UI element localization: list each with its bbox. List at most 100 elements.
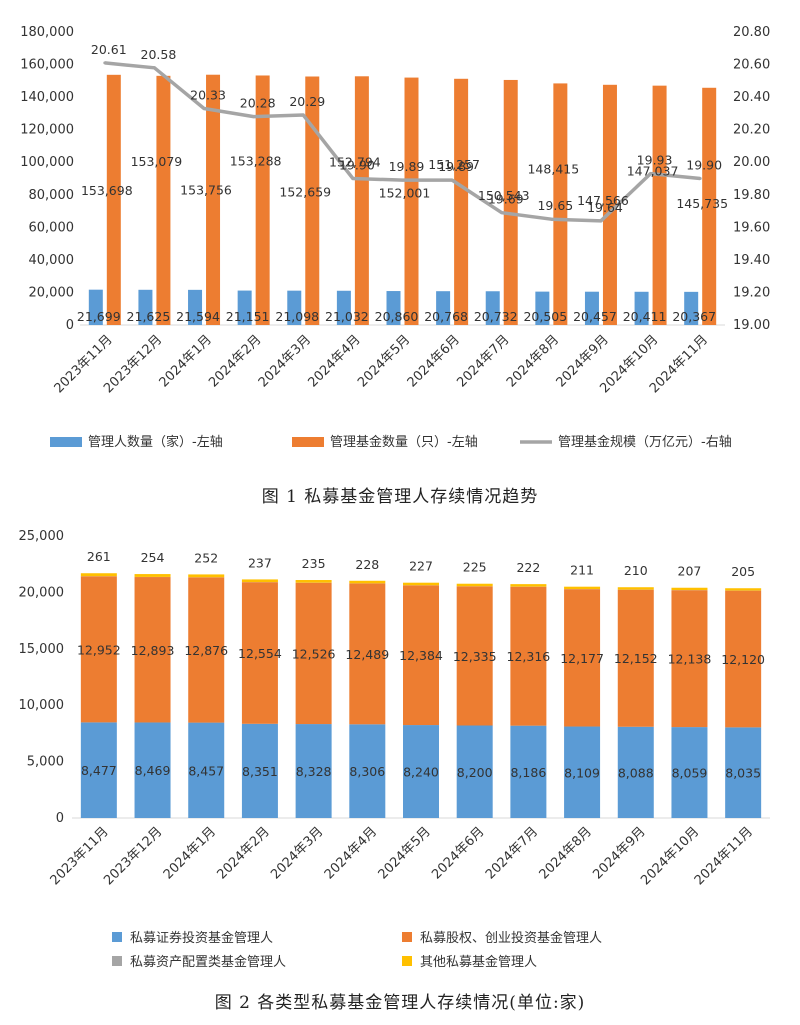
data-label-equity-vc: 12,526	[292, 646, 336, 661]
y-tick: 10,000	[19, 698, 65, 713]
data-label-fund-scale: 19.90	[339, 158, 375, 173]
data-label-fund-scale: 20.33	[190, 88, 226, 103]
data-label-managers: 20,367	[672, 309, 716, 324]
x-tick-label: 2024年5月	[355, 332, 413, 390]
data-label-equity-vc: 12,177	[560, 651, 604, 666]
chart-2: 0 5,000 10,000 15,000 20,000 25,000 8,477 12,95…	[19, 529, 770, 1013]
data-label-funds: 152,794	[329, 154, 381, 169]
data-label-other: 237	[248, 555, 272, 570]
data-label-funds: 152,001	[379, 186, 431, 201]
data-label-managers: 20,411	[623, 309, 667, 324]
x-tick-label: 2024年6月	[405, 332, 463, 390]
bar-segment-securities	[134, 722, 171, 818]
point-fund-scale	[698, 177, 702, 180]
bar-segment-equity-vc	[725, 590, 762, 728]
data-label-managers: 20,768	[424, 309, 468, 324]
bar-funds	[156, 75, 171, 325]
y-left-tick: 140,000	[20, 90, 74, 105]
bar-managers	[138, 289, 153, 325]
bar-segment-other	[725, 588, 762, 591]
y-right-tick: 20.40	[733, 90, 770, 105]
x-tick-label: 2024年3月	[256, 332, 314, 390]
data-label-managers: 21,151	[226, 309, 270, 324]
point-fund-scale	[152, 66, 156, 70]
x-tick-label: 2024年2月	[215, 824, 273, 882]
bar-funds	[553, 83, 568, 325]
data-label-managers: 20,732	[474, 309, 518, 324]
chart-1: 0 20,000 40,000 60,000 80,000 100,000 120,000 1…	[20, 25, 770, 507]
bar-funds	[206, 74, 221, 326]
x-tick-label: 2023年12月	[101, 824, 165, 888]
data-label-equity-vc: 12,384	[399, 648, 443, 663]
legend-swatch-securities	[112, 932, 122, 942]
legend-swatch-managers	[50, 437, 82, 447]
bar-managers	[584, 291, 599, 325]
bar-segment-equity-vc	[188, 577, 225, 723]
bar-segment-securities	[295, 724, 332, 818]
x-tick-label: 2024年4月	[322, 824, 380, 882]
x-tick-label: 2024年9月	[590, 824, 648, 882]
data-label-other: 261	[87, 549, 111, 564]
bar-segment-equity-vc	[349, 583, 386, 725]
bar-funds	[255, 75, 270, 325]
data-label-managers: 21,699	[77, 309, 121, 324]
bar-funds	[354, 76, 369, 325]
data-label-managers: 20,860	[375, 309, 419, 324]
bar-managers	[386, 291, 401, 325]
bar-segment-other	[80, 573, 117, 577]
bar-managers	[336, 290, 351, 325]
legend-swatch-other	[402, 956, 412, 966]
data-label-fund-scale: 20.58	[141, 47, 177, 62]
y-left-tick: 0	[66, 318, 74, 333]
bar-segment-equity-vc	[456, 586, 493, 726]
y-tick: 15,000	[19, 642, 65, 657]
bar-funds	[454, 78, 469, 325]
data-label-securities: 8,328	[296, 764, 332, 779]
data-label-fund-scale: 20.61	[91, 42, 127, 57]
bar-funds	[503, 79, 518, 325]
point-fund-scale	[351, 177, 355, 180]
data-label-fund-scale: 19.89	[389, 159, 425, 174]
bar-funds	[305, 76, 320, 326]
data-label-fund-scale: 19.93	[637, 153, 673, 168]
y-left-tick: 80,000	[29, 188, 75, 203]
data-label-equity-vc: 12,335	[453, 649, 497, 664]
data-label-managers: 21,098	[275, 309, 319, 324]
bar-segment-securities	[725, 727, 762, 818]
x-tick-label: 2024年3月	[268, 824, 326, 882]
bar-managers	[684, 291, 699, 325]
data-label-funds: 153,288	[230, 153, 282, 168]
bar-segment-equity-vc	[617, 589, 654, 727]
data-label-equity-vc: 12,554	[238, 646, 282, 661]
y-left-tick: 160,000	[20, 58, 74, 73]
data-label-equity-vc: 12,120	[721, 652, 765, 667]
data-label-managers: 21,594	[176, 309, 220, 324]
data-label-fund-scale: 20.29	[289, 94, 325, 109]
data-label-other: 235	[302, 556, 326, 571]
data-label-equity-vc: 12,316	[507, 649, 551, 664]
data-label-other: 252	[194, 550, 218, 565]
y-right-tick: 20.00	[733, 155, 770, 170]
point-fund-scale	[103, 61, 107, 65]
data-label-securities: 8,200	[457, 765, 493, 780]
y-right-tick: 19.80	[733, 188, 770, 203]
data-label-managers: 20,457	[573, 309, 617, 324]
data-label-other: 227	[409, 559, 433, 574]
legend-swatch-funds	[292, 437, 324, 447]
x-tick-label: 2024年2月	[206, 332, 264, 390]
point-fund-scale	[599, 219, 603, 223]
bar-segment-equity-vc	[241, 582, 278, 724]
point-fund-scale	[450, 178, 454, 182]
data-label-other: 211	[570, 563, 594, 578]
bar-segment-other	[295, 580, 332, 583]
bar-segment-securities	[671, 727, 708, 818]
data-label-managers: 21,032	[325, 309, 369, 324]
data-label-securities: 8,240	[403, 765, 439, 780]
data-label-securities: 8,035	[725, 766, 761, 781]
bar-segment-other	[403, 582, 439, 586]
data-label-securities: 8,088	[618, 765, 654, 780]
legend-label-fund-scale: 管理基金规模（万亿元）-右轴	[558, 434, 732, 450]
data-label-securities: 8,109	[564, 765, 600, 780]
data-label-fund-scale: 20.28	[240, 96, 276, 111]
data-label-fund-scale: 19.64	[587, 200, 623, 215]
